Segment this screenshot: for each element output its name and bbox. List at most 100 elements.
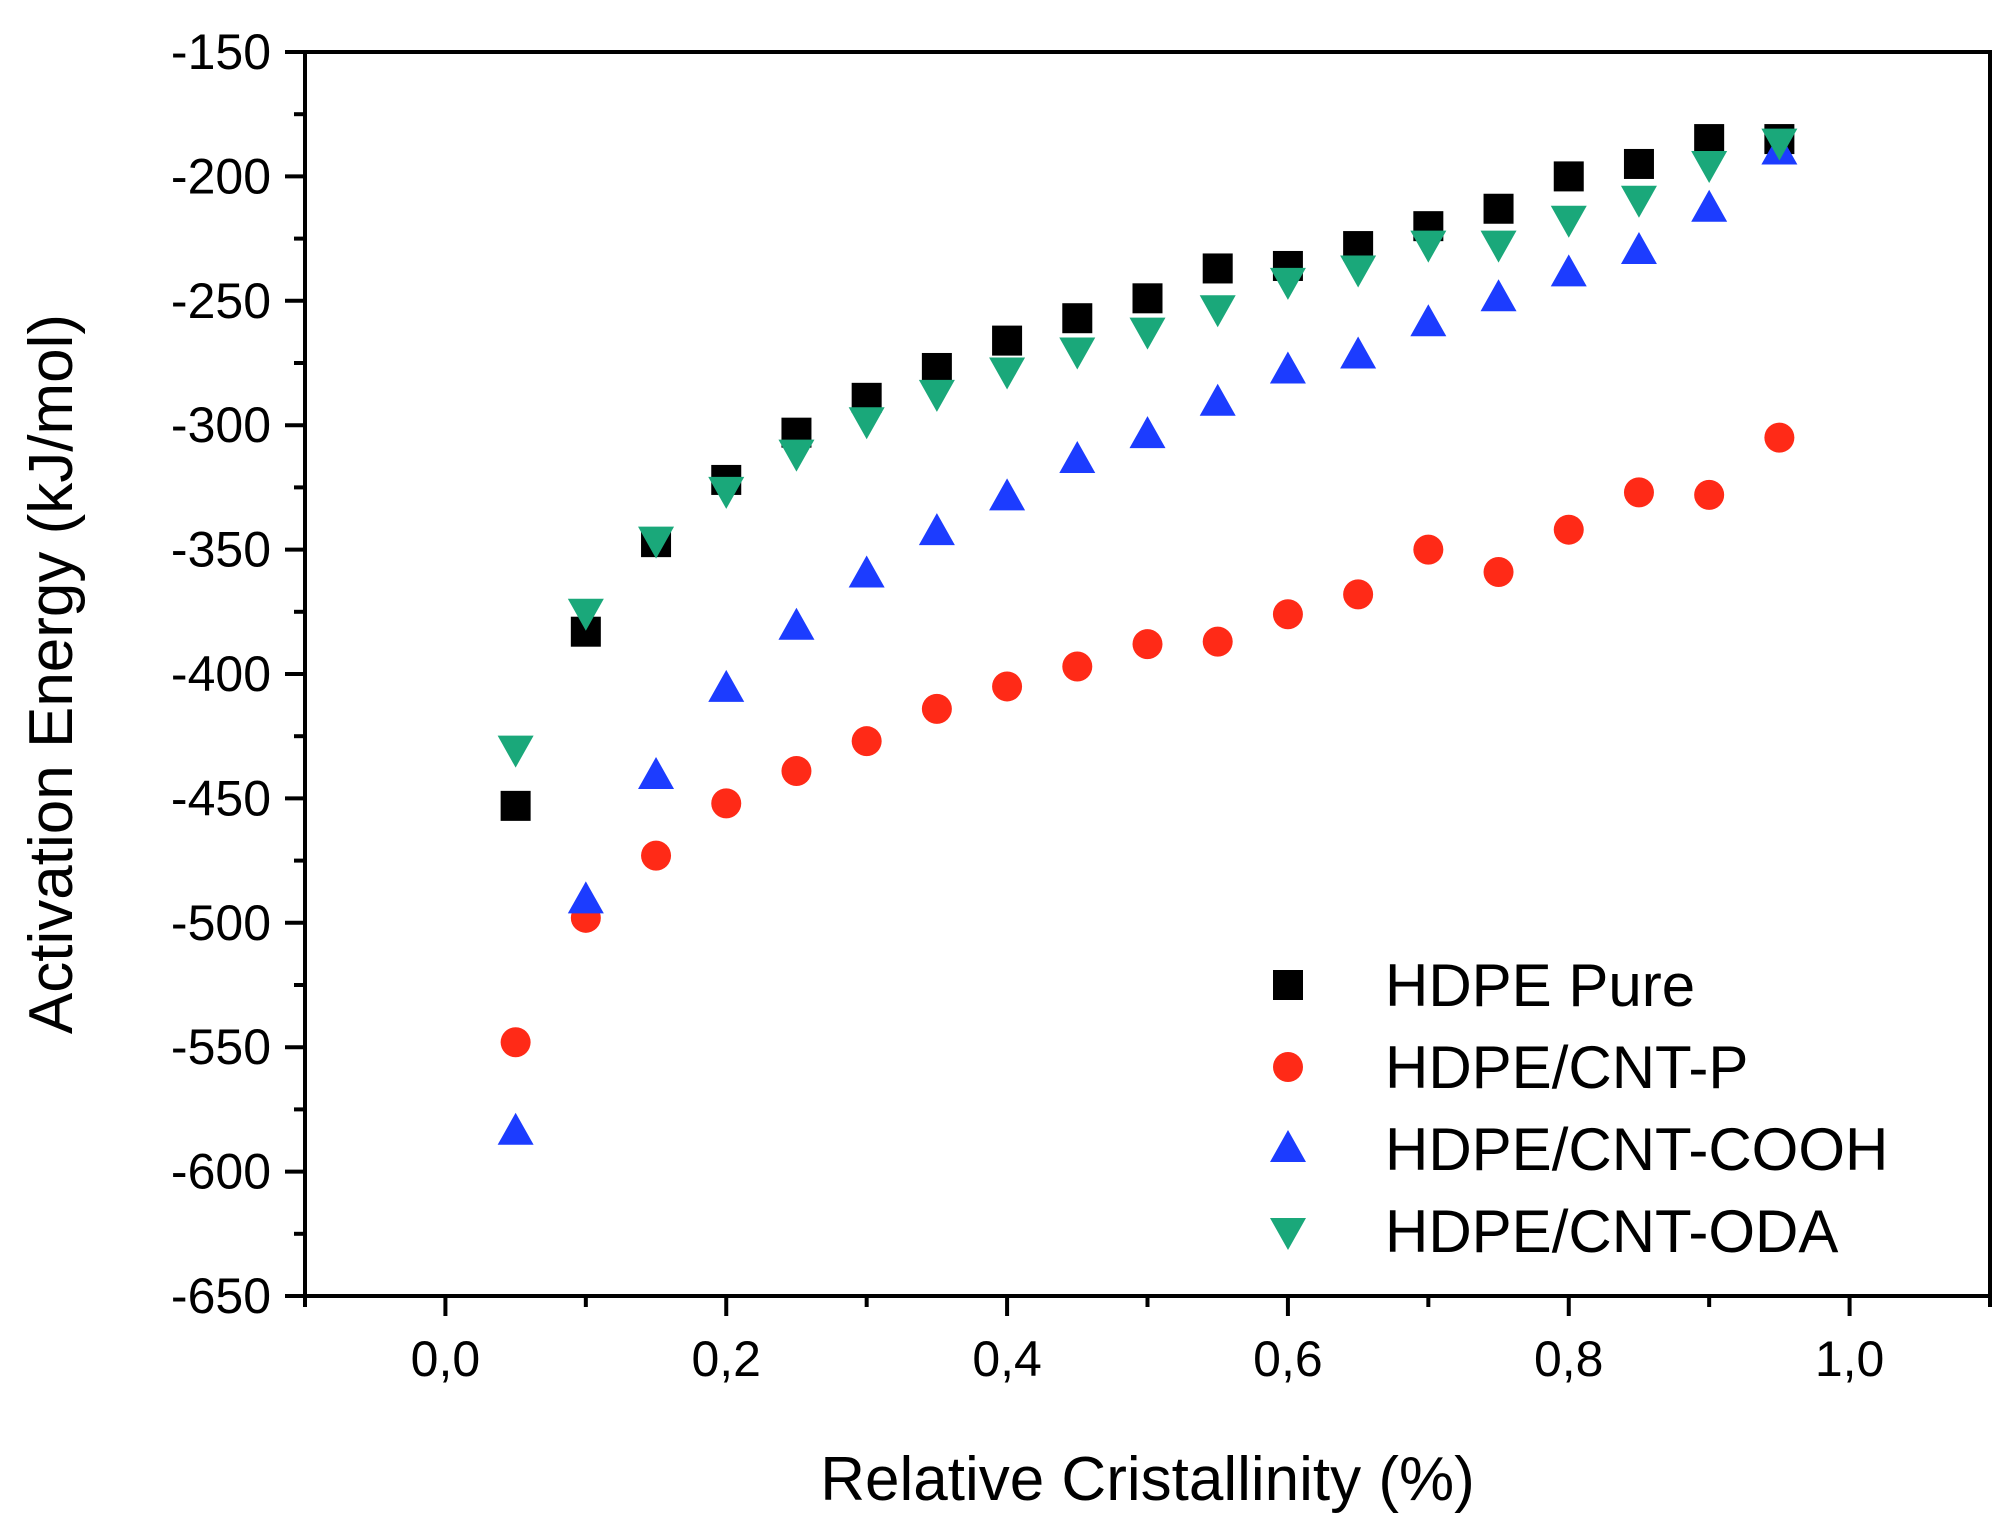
data-point bbox=[500, 790, 531, 821]
data-point bbox=[708, 476, 745, 509]
data-point bbox=[992, 671, 1023, 702]
data-point bbox=[1480, 230, 1517, 263]
data-point bbox=[1480, 279, 1517, 312]
data-point bbox=[921, 693, 952, 724]
x-tick-label: 0,6 bbox=[1253, 1331, 1323, 1387]
data-point bbox=[1623, 477, 1654, 508]
data-point bbox=[1691, 189, 1728, 222]
x-axis-title: Relative Cristallinity (%) bbox=[820, 1445, 1475, 1514]
data-point bbox=[1062, 651, 1093, 682]
data-point bbox=[1062, 303, 1093, 334]
data-point bbox=[1413, 534, 1444, 565]
legend-label: HDPE/CNT-ODA bbox=[1385, 1198, 1838, 1265]
legend: HDPE Pure HDPE/CNT-P HDPE/CNT-COOH HDPE/CNT… bbox=[1270, 952, 1888, 1265]
data-point bbox=[1202, 253, 1233, 284]
y-tick-label: -150 bbox=[171, 24, 271, 80]
data-point bbox=[1059, 441, 1096, 474]
y-tick-label: -550 bbox=[171, 1019, 271, 1075]
data-point bbox=[848, 555, 885, 588]
data-point bbox=[1272, 599, 1303, 630]
data-point bbox=[1340, 336, 1377, 369]
data-point bbox=[1764, 422, 1795, 453]
data-point bbox=[918, 513, 955, 546]
data-point bbox=[1199, 383, 1236, 416]
data-point bbox=[1550, 254, 1587, 287]
data-point bbox=[1483, 556, 1514, 587]
legend-label: HDPE/CNT-COOH bbox=[1385, 1116, 1888, 1183]
legend-marker bbox=[1270, 1218, 1306, 1250]
data-point bbox=[1620, 232, 1657, 265]
data-point bbox=[1199, 295, 1236, 328]
x-tick-label: 0,2 bbox=[691, 1331, 761, 1387]
x-tick-label: 1,0 bbox=[1815, 1331, 1885, 1387]
data-point bbox=[778, 439, 815, 472]
y-tick-label: -500 bbox=[171, 895, 271, 951]
data-point bbox=[497, 735, 534, 768]
data-point bbox=[1340, 255, 1377, 288]
data-point bbox=[1483, 193, 1514, 224]
data-point bbox=[638, 757, 675, 790]
y-tick-label: -450 bbox=[171, 770, 271, 826]
data-point bbox=[848, 407, 885, 440]
data-point bbox=[708, 669, 745, 702]
x-tick-label: 0,0 bbox=[411, 1331, 481, 1387]
data-point bbox=[1694, 124, 1725, 155]
legend-label: HDPE/CNT-P bbox=[1385, 1034, 1748, 1101]
data-point bbox=[781, 756, 812, 787]
data-point bbox=[1553, 514, 1584, 545]
data-point bbox=[989, 357, 1026, 390]
data-point bbox=[1410, 230, 1447, 263]
legend-marker bbox=[1270, 1130, 1306, 1162]
data-point bbox=[641, 840, 672, 871]
data-point bbox=[778, 607, 815, 640]
y-tick-label: -400 bbox=[171, 646, 271, 702]
data-point bbox=[1132, 283, 1163, 314]
data-points bbox=[497, 124, 1798, 1145]
y-tick-label: -250 bbox=[171, 273, 271, 329]
x-tick-label: 0,4 bbox=[972, 1331, 1042, 1387]
data-point bbox=[567, 598, 604, 631]
data-point bbox=[918, 379, 955, 412]
data-point bbox=[989, 478, 1026, 511]
axes bbox=[303, 50, 1992, 1298]
y-axis-title: Activation Energy (kJ/mol) bbox=[17, 314, 86, 1034]
data-point bbox=[1691, 150, 1728, 183]
data-point bbox=[1132, 629, 1163, 660]
data-point bbox=[1761, 128, 1798, 161]
series-hdpe-cnt-cooh bbox=[497, 132, 1798, 1145]
data-point bbox=[1129, 416, 1166, 449]
data-point bbox=[1202, 626, 1233, 657]
data-point bbox=[921, 352, 952, 383]
data-point bbox=[851, 726, 882, 757]
legend-label: HDPE Pure bbox=[1385, 952, 1695, 1019]
y-tick-label: -350 bbox=[171, 522, 271, 578]
data-point bbox=[638, 526, 675, 559]
data-point bbox=[1550, 205, 1587, 238]
series-hdpe-cnt-p bbox=[500, 422, 1795, 1058]
data-point bbox=[1553, 161, 1584, 192]
y-tick-label: -650 bbox=[171, 1268, 271, 1324]
y-tick-label: -200 bbox=[171, 148, 271, 204]
series-hdpe-cnt-oda bbox=[497, 128, 1798, 768]
data-point bbox=[1623, 148, 1654, 179]
y-tick-label: -600 bbox=[171, 1144, 271, 1200]
data-point bbox=[1410, 304, 1447, 337]
series-hdpe-pure bbox=[500, 124, 1795, 821]
data-point bbox=[1694, 479, 1725, 510]
data-point bbox=[497, 1112, 534, 1145]
data-point bbox=[992, 325, 1023, 356]
data-point bbox=[711, 788, 742, 819]
data-point bbox=[1129, 317, 1166, 350]
data-point bbox=[1059, 337, 1096, 370]
data-point bbox=[1620, 185, 1657, 218]
data-point bbox=[1343, 579, 1374, 610]
data-point bbox=[1269, 267, 1306, 300]
data-point bbox=[1269, 351, 1306, 384]
x-tick-label: 0,8 bbox=[1534, 1331, 1604, 1387]
data-point bbox=[500, 1027, 531, 1058]
legend-marker bbox=[1273, 1052, 1303, 1082]
axis-ticks: -650 -600 -550 -500 -450 -400 -350 -300 -250 -200… bbox=[171, 24, 1992, 1387]
y-tick-label: -300 bbox=[171, 397, 271, 453]
data-point bbox=[567, 881, 604, 914]
